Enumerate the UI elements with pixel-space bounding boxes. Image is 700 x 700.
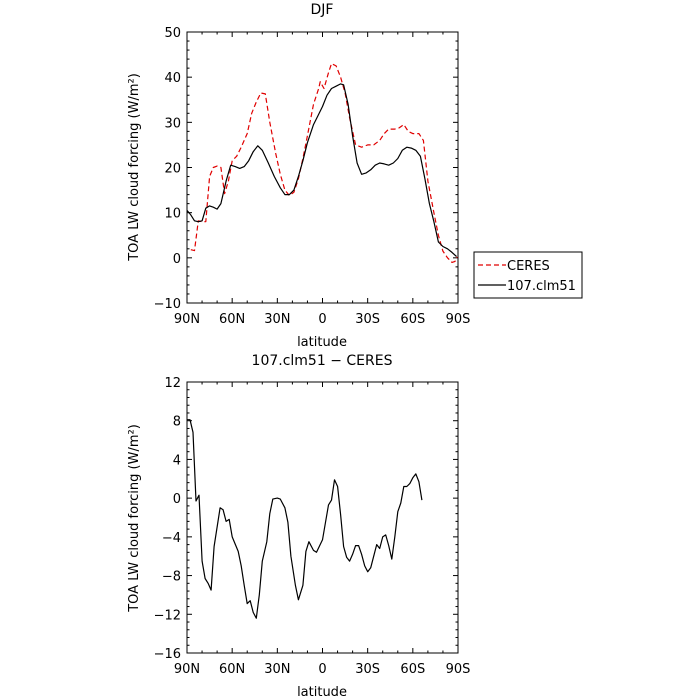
y-tick-label: 30 <box>164 116 181 131</box>
panel-bottom-xlabel: latitude <box>297 685 347 700</box>
panel-top-ylabel: TOA LW cloud forcing (W/m²) <box>127 73 142 262</box>
panel-top-series-line-0 <box>190 62 458 263</box>
y-tick-label: 12 <box>164 376 181 391</box>
x-tick-label: 60N <box>219 662 245 677</box>
panel-top-ticks: 90N 60N 30N 0 30S 60S 90S −10 0 10 20 30 40 50 <box>154 26 471 327</box>
y-tick-label: −8 <box>162 570 181 585</box>
panel-bottom: 107.clm51 − CERES latitude TOA LW cloud … <box>127 353 470 700</box>
x-tick-label: 90S <box>446 662 471 677</box>
legend: CERES 107.clm51 <box>473 251 583 299</box>
panel-top-xlabel: latitude <box>297 335 347 350</box>
x-tick-label: 90N <box>174 662 200 677</box>
x-tick-label: 0 <box>318 312 326 327</box>
panel-top: DJF latitude TOA LW cloud forcing (W/m²)… <box>127 2 583 350</box>
y-tick-label: 0 <box>173 492 181 507</box>
y-tick-label: 4 <box>173 453 181 468</box>
x-tick-label: 60N <box>219 312 245 327</box>
y-tick-label: −12 <box>154 608 181 623</box>
panel-bottom-title: 107.clm51 − CERES <box>252 353 393 369</box>
y-tick-label: 10 <box>164 207 181 222</box>
panel-top-title: DJF <box>311 2 334 18</box>
x-tick-label: 90S <box>446 312 471 327</box>
y-tick-label: 0 <box>173 252 181 267</box>
y-tick-label: −10 <box>154 297 181 312</box>
y-tick-label: 40 <box>164 71 181 86</box>
panel-top-frame <box>186 31 459 304</box>
panel-bottom-ylabel: TOA LW cloud forcing (W/m²) <box>127 424 142 613</box>
panel-bottom-series <box>187 419 423 619</box>
legend-label-ceres: CERES <box>507 259 550 274</box>
y-tick-label: 20 <box>164 162 181 177</box>
x-tick-label: 30N <box>264 312 290 327</box>
panel-bottom-series-line-0 <box>187 419 423 619</box>
legend-label-model: 107.clm51 <box>507 279 576 294</box>
panel-bottom-ticks: 90N 60N 30N 0 30S 60S 90S −16 −12 −8 −4 0 4 8 12 <box>154 376 471 677</box>
panel-top-series-line-1 <box>186 83 457 257</box>
x-tick-label: 0 <box>318 662 326 677</box>
x-tick-label: 60S <box>400 662 425 677</box>
x-tick-label: 90N <box>174 312 200 327</box>
panel-top-series <box>186 62 458 263</box>
y-tick-label: −4 <box>162 531 181 546</box>
y-tick-label: −16 <box>154 647 181 662</box>
y-tick-label: 50 <box>164 26 181 41</box>
y-tick-label: 8 <box>173 415 181 430</box>
x-tick-label: 30S <box>355 662 380 677</box>
panel-bottom-frame <box>186 381 459 654</box>
x-tick-label: 30S <box>355 312 380 327</box>
x-tick-label: 30N <box>264 662 290 677</box>
x-tick-label: 60S <box>400 312 425 327</box>
legend-box <box>473 251 583 299</box>
